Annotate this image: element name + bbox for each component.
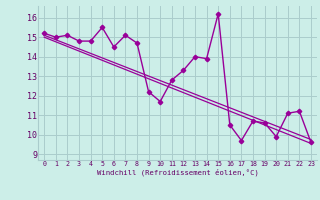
X-axis label: Windchill (Refroidissement éolien,°C): Windchill (Refroidissement éolien,°C) [97, 169, 259, 176]
